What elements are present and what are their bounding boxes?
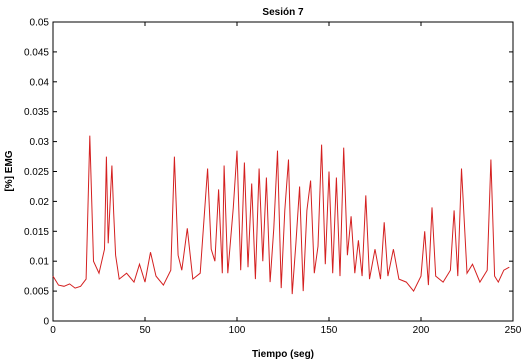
y-tick-label: 0.005 [24,287,49,298]
y-tick-label: 0.025 [24,167,49,178]
x-tick-label: 150 [321,325,338,336]
x-axis-title: Tiempo (seg) [252,349,314,360]
y-axis-ticks: 0 0.005 0.01 0.015 0.02 0.025 0.03 0.035 0.04 0.0… [24,18,513,328]
y-axis-title: [%] EMG [4,150,15,191]
x-tick-label: 100 [229,325,246,336]
y-tick-label: 0.04 [30,77,50,88]
y-tick-label: 0 [43,317,49,328]
y-tick-label: 0.01 [30,257,50,268]
x-axis-ticks: 0 50 100 150 200 250 [50,22,522,336]
x-tick-label: 250 [505,325,522,336]
x-tick-label: 200 [413,325,430,336]
plot-area [52,21,514,322]
y-tick-label: 0.03 [30,137,50,148]
y-tick-label: 0.045 [24,47,49,58]
y-tick-label: 0.02 [30,197,50,208]
x-tick-label: 50 [139,325,151,336]
y-tick-label: 0.05 [30,18,50,29]
y-tick-label: 0.035 [24,107,49,118]
emg-series-line [52,135,510,295]
chart-title: Sesión 7 [262,7,304,18]
y-tick-label: 0.015 [24,227,49,238]
x-tick-label: 0 [50,325,56,336]
